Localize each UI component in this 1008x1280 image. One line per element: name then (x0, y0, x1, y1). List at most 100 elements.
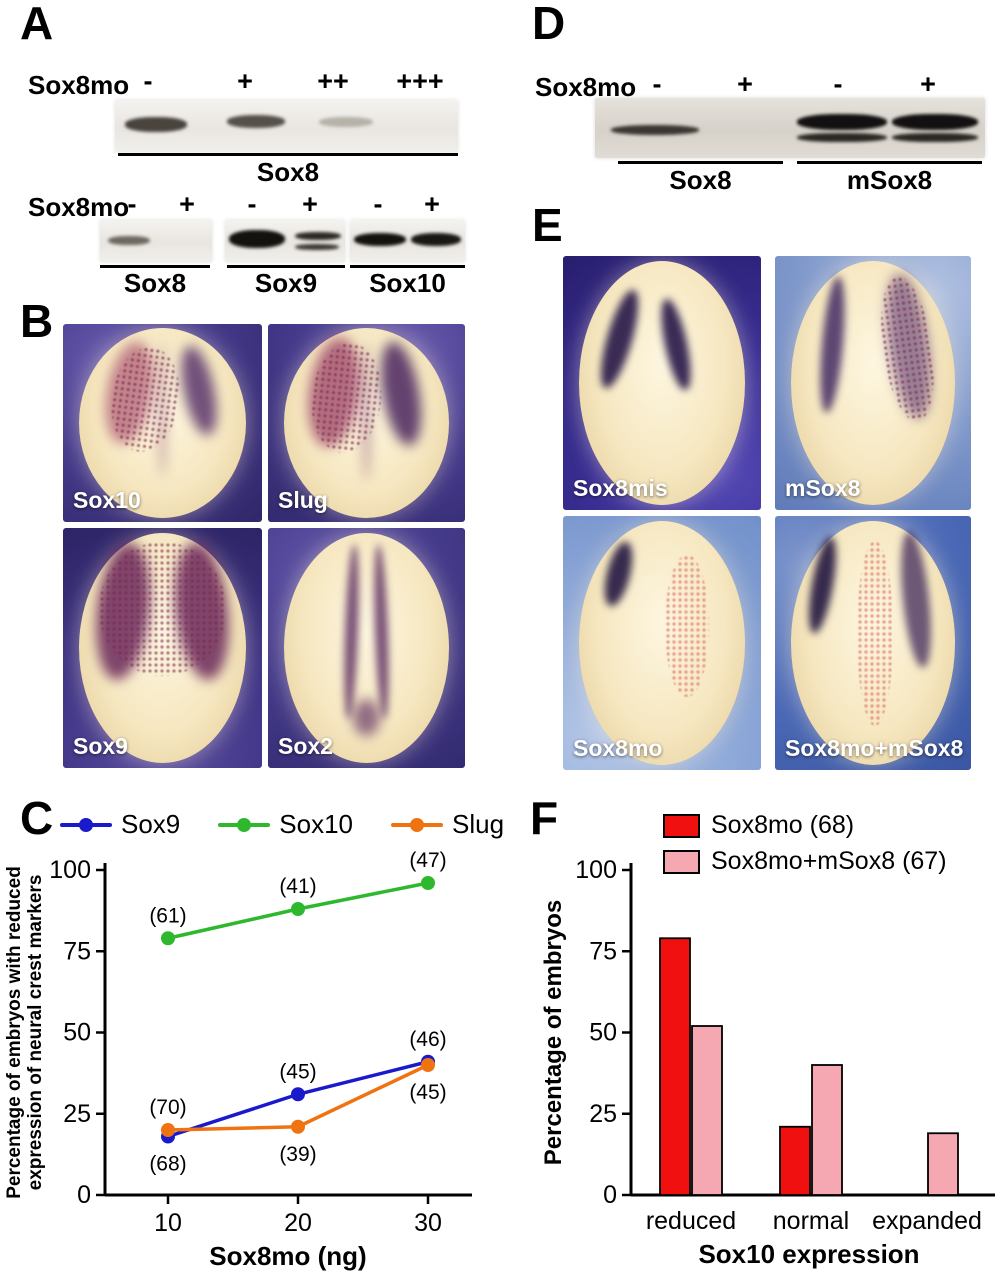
y-tick-label: 75 (63, 937, 91, 965)
gel-band (295, 244, 339, 250)
count-label: (47) (409, 849, 446, 872)
x-tick-label: 10 (154, 1209, 182, 1237)
embryo-body (283, 532, 450, 764)
stain-speckle (856, 540, 893, 726)
stain (374, 338, 429, 449)
y-tick-label: 25 (63, 1100, 91, 1128)
x-category-label: normal (773, 1207, 849, 1235)
embryo-label: Sox10 (73, 487, 141, 513)
data-point-slug (421, 1058, 435, 1072)
y-tick-label: 25 (589, 1100, 617, 1128)
panel-letter-d: D (532, 0, 566, 49)
data-point-sox10 (421, 876, 435, 890)
gel-band (125, 117, 187, 132)
dose-label: - (247, 189, 257, 219)
gel-band-faint (319, 117, 373, 127)
legend-line-dot-marker (60, 817, 112, 832)
dose-label: - (143, 66, 153, 96)
panel-e: E Sox8mis mSox8 Sox8mo (503, 200, 1008, 796)
blot2-row-label: Sox8mo (28, 192, 130, 222)
y-tick-label: 0 (77, 1181, 91, 1209)
panel-letter-f: F (530, 792, 559, 844)
stain (816, 275, 850, 413)
x-tick-label: 20 (284, 1209, 312, 1237)
count-label: (46) (409, 1028, 446, 1051)
legend-label: Slug (452, 809, 505, 839)
y-tick-label: 50 (589, 1019, 617, 1047)
embryo-body (790, 521, 956, 765)
dose-label: + (737, 69, 753, 99)
embryo-label: Sox8mo+mSox8 (785, 735, 964, 761)
y-axis-title: Percentage of embryos with reducedexpres… (4, 866, 46, 1199)
legend-line-dot-marker (218, 817, 271, 832)
gel-band (797, 114, 887, 130)
embryo-label: Sox8mo (573, 735, 663, 761)
y-tick-label: 75 (589, 937, 617, 965)
embryo-label: Sox8mis (573, 475, 668, 501)
embryo-image-msox8: mSox8 (775, 256, 971, 510)
legend-item-slug: Slug (391, 809, 504, 840)
panel-letter-e: E (532, 199, 563, 251)
dose-label: - (652, 69, 662, 99)
panel-b: B Sox10 Slug (0, 296, 505, 796)
panel-letter-c: C (20, 792, 54, 844)
bar-normal-series-1 (811, 1064, 843, 1196)
count-label: (45) (409, 1081, 446, 1104)
gel-band (229, 230, 285, 248)
x-axis-title: Sox10 expression (698, 1239, 919, 1269)
count-label: (45) (279, 1060, 316, 1083)
legend-label: Sox8mo (68) (711, 811, 855, 839)
gel-band (227, 115, 285, 128)
gel-underline (118, 153, 458, 156)
legend-item-sox9: Sox9 (60, 809, 180, 840)
stain (371, 544, 392, 720)
embryo-label: Sox9 (73, 733, 128, 759)
legend-item-sox10: Sox10 (218, 809, 353, 840)
embryo-label: Slug (278, 487, 328, 513)
y-tick-label: 100 (49, 856, 91, 884)
gel-label: Sox8 (123, 268, 187, 298)
x-tick-label: 30 (414, 1209, 442, 1237)
legend-swatch (663, 813, 700, 838)
embryo-image-sox8mo-msox8: Sox8mo+mSox8 (775, 516, 971, 770)
data-point-slug (161, 1123, 175, 1137)
stain (655, 296, 697, 392)
bar-chart: 0 25 50 75 100 reduced normal expanded Sox10 exp… (540, 856, 995, 1269)
legend-label: Sox8mo+mSox8 (67) (711, 847, 947, 875)
data-point-sox10 (291, 902, 305, 916)
legend-item: Sox8mo (68) (663, 811, 947, 840)
x-axis-title: Sox8mo (ng) (209, 1241, 366, 1271)
legend-swatch (663, 849, 700, 874)
panel-letter-b: B (20, 295, 54, 347)
dose-label: + (179, 189, 195, 219)
count-label: (68) (149, 1153, 186, 1176)
gel-band (611, 125, 699, 135)
gel-underline (618, 161, 783, 164)
stain (341, 544, 362, 720)
dose-label: + (424, 189, 440, 219)
dose-label: ++ (317, 66, 349, 96)
y-tick-label: 0 (603, 1181, 617, 1209)
gel-band (892, 133, 978, 142)
western-blot-gel (350, 220, 465, 262)
stain (175, 342, 224, 439)
stain (895, 529, 937, 669)
count-label: (70) (149, 1096, 186, 1119)
gel-band (892, 114, 978, 130)
data-point-sox10 (161, 931, 175, 946)
stain-speckle (98, 542, 226, 676)
embryo-image-sox8mis: Sox8mis (563, 256, 761, 510)
bar-reduced-series-1 (691, 1025, 723, 1196)
embryo-image-sox10: Sox10 (63, 324, 262, 522)
x-category-label: expanded (872, 1207, 982, 1235)
dose-label: +++ (396, 66, 444, 96)
legend-label: Sox10 (279, 809, 353, 839)
embryo-body (578, 261, 746, 505)
gel-underline (797, 161, 982, 164)
gel-label: Sox10 (369, 268, 446, 298)
panel-d: D Sox8mo - + - + Sox8 mSox8 (503, 0, 1008, 296)
gel-band (295, 232, 341, 240)
bar-normal-series-0 (779, 1125, 811, 1196)
embryo-body (78, 327, 247, 519)
